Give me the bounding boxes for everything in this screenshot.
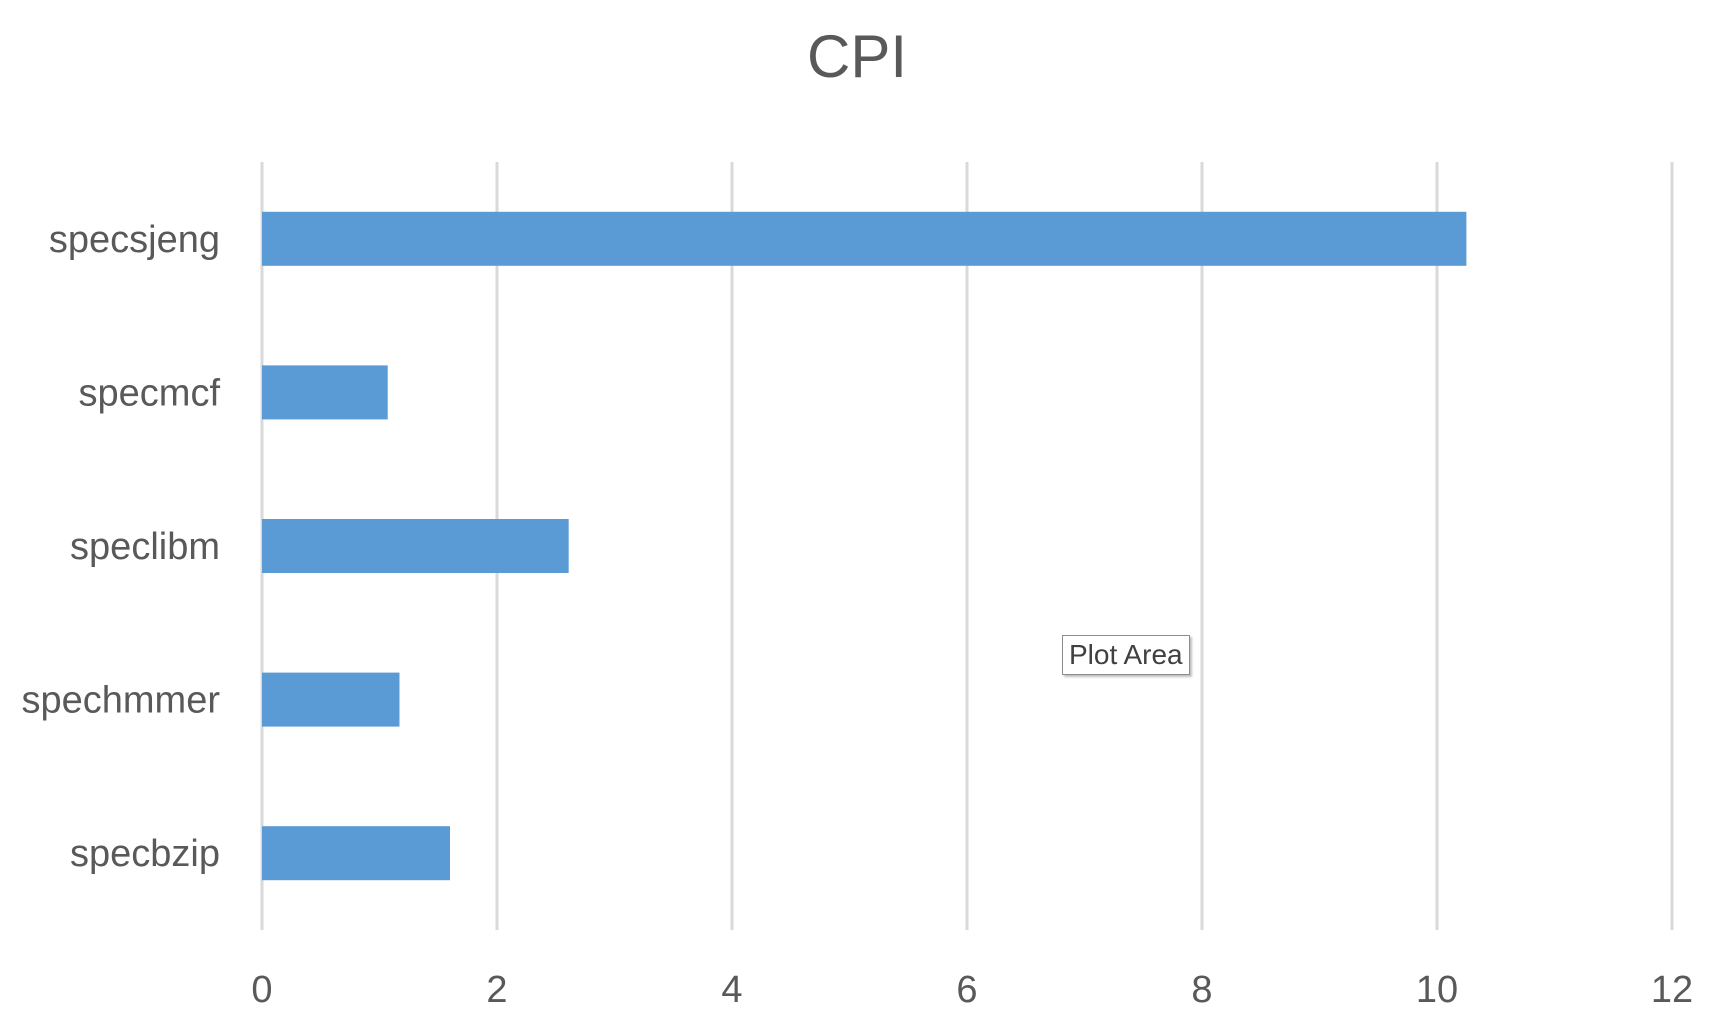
bar-specbzip[interactable] xyxy=(262,826,450,881)
category-label: specbzip xyxy=(70,833,220,875)
x-tick-label: 4 xyxy=(721,969,742,1011)
x-tick-label: 10 xyxy=(1416,969,1458,1011)
category-label: spechmmer xyxy=(22,680,221,722)
category-label: speclibm xyxy=(70,526,220,568)
category-labels: specsjeng specmcf speclibm spechmmer specbzi… xyxy=(22,219,221,875)
bars xyxy=(262,211,1467,881)
plot-area-tooltip: Plot Area xyxy=(1062,635,1190,675)
bar-specmcf[interactable] xyxy=(262,365,388,420)
x-tick-label: 6 xyxy=(956,969,977,1011)
category-label: specmcf xyxy=(79,372,221,414)
bar-specsjeng[interactable] xyxy=(262,211,1467,266)
x-tick-label: 8 xyxy=(1191,969,1212,1011)
chart-title: CPI xyxy=(806,23,908,90)
x-tick-label: 0 xyxy=(251,969,272,1011)
bar-speclibm[interactable] xyxy=(262,519,569,573)
x-tick-labels: 0 2 4 6 8 10 12 xyxy=(251,969,1693,1011)
bar-spechmmer[interactable] xyxy=(262,672,400,727)
x-tick-label: 12 xyxy=(1651,969,1693,1011)
x-tick-label: 2 xyxy=(486,969,507,1011)
category-label: specsjeng xyxy=(49,219,220,261)
